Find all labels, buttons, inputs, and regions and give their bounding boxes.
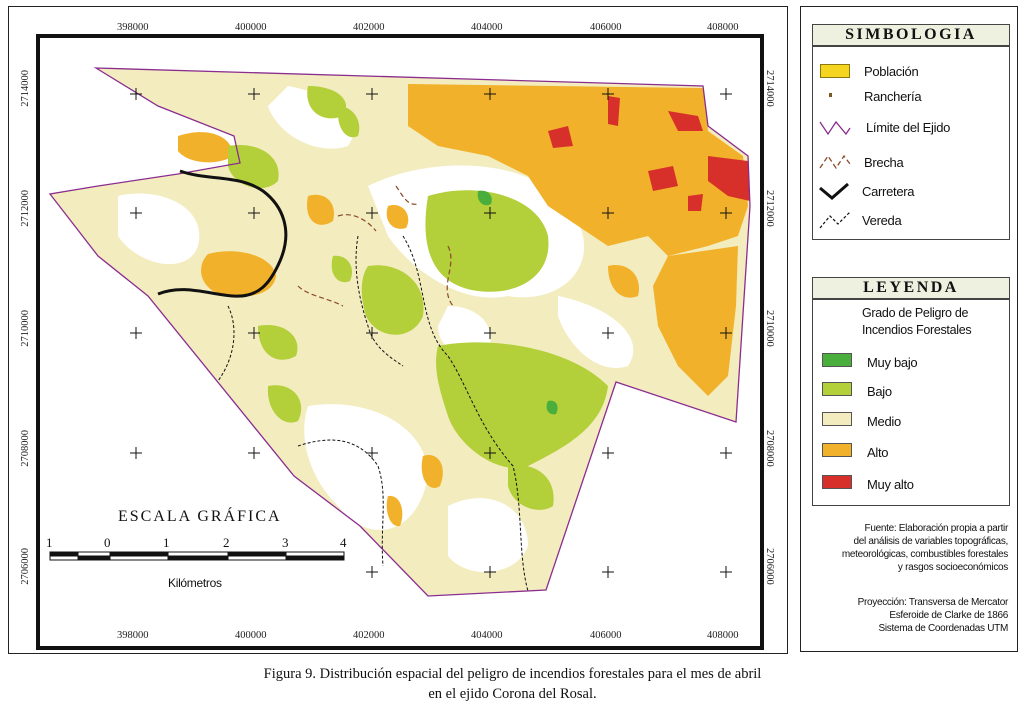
figure-caption: en el ejido Corona del Rosal. [428, 686, 597, 702]
rancheria-icon [829, 93, 832, 97]
alto-areas [178, 84, 748, 527]
source-line: del análisis de variables topográficas, [853, 536, 1008, 547]
simbologia-title: SIMBOLOGIA [812, 24, 1010, 46]
scale-number: 0 [104, 535, 111, 550]
simbologia-label: Población [864, 64, 919, 79]
vereda-icon [819, 211, 851, 229]
x-coord-top: 398000 [117, 22, 149, 33]
vereda-trails [217, 235, 529, 592]
muy-bajo-swatch [822, 353, 852, 367]
leyenda-class-label: Muy bajo [867, 355, 918, 370]
limite-ejido-icon [819, 120, 851, 136]
bajo-swatch [822, 382, 852, 396]
y-coord-left: 2706000 [20, 548, 31, 585]
y-coord-right: 2708000 [764, 430, 775, 467]
x-coord-top: 408000 [707, 22, 739, 33]
brecha-tracks [297, 185, 454, 307]
figure-caption: Figura 9. Distribución espacial del peli… [263, 666, 762, 682]
scale-title: ESCALA GRÁFICA [118, 508, 282, 525]
simbologia-label: Brecha [864, 155, 904, 170]
leyenda-subtitle: Incendios Forestales [862, 323, 972, 337]
simbologia-label: Límite del Ejido [866, 120, 951, 135]
scale-unit-label: Kilómetros [168, 576, 222, 590]
projection-note: Proyección: Transversa de Mercator Esfer… [808, 596, 1009, 635]
leyenda-title: LEYENDA [812, 277, 1010, 299]
muy-alto-areas [548, 96, 750, 211]
x-coord-top: 406000 [590, 22, 622, 33]
scale-number: 4 [340, 535, 347, 550]
legend-outer-frame [800, 6, 1018, 652]
scale-number: 1 [163, 535, 170, 550]
source-note: Fuente: Elaboración propia a partir del … [808, 522, 1008, 574]
y-coord-right: 2706000 [764, 548, 775, 585]
leyenda-class-label: Muy alto [867, 477, 914, 492]
bajo-areas [228, 86, 608, 510]
scale-number: 2 [223, 535, 230, 550]
muy-alto-swatch [822, 475, 852, 489]
simbologia-panel [812, 46, 1010, 240]
source-line: meteorológicas, combustibles forestales [841, 549, 1008, 560]
map-outer-frame [8, 6, 788, 654]
projection-line: Sistema de Coordenadas UTM [878, 623, 1009, 634]
leyenda-subtitle: Grado de Peligro de [862, 306, 969, 320]
source-line: Fuente: Elaboración propia a partir [864, 523, 1009, 534]
x-coord-bottom: 400000 [235, 630, 267, 641]
x-coord-top: 400000 [235, 22, 267, 33]
y-coord-right: 2712000 [764, 190, 775, 227]
simbologia-label: Carretera [862, 184, 915, 199]
simbologia-label: Ranchería [864, 89, 922, 104]
scale-number: 1 [46, 535, 53, 550]
y-coord-left: 2712000 [20, 190, 31, 227]
scale-bar [49, 551, 345, 561]
x-coord-bottom: 398000 [117, 630, 149, 641]
x-coord-top: 404000 [471, 22, 503, 33]
leyenda-panel [812, 299, 1010, 506]
muy-bajo-areas [477, 190, 558, 415]
x-coord-bottom: 404000 [471, 630, 503, 641]
x-coord-bottom: 408000 [707, 630, 739, 641]
map-canvas [36, 34, 764, 650]
ejido-boundary [48, 67, 751, 597]
projection-line: Proyección: Transversa de Mercator [857, 597, 1009, 608]
carretera-icon [819, 182, 849, 200]
poblacion-icon [820, 64, 850, 78]
x-coord-bottom: 402000 [353, 630, 385, 641]
x-coord-top: 402000 [353, 22, 385, 33]
projection-line: Esferoide de Clarke de 1866 [889, 610, 1008, 621]
y-coord-left: 2710000 [20, 310, 31, 347]
y-coord-right: 2710000 [764, 310, 775, 347]
brecha-icon [819, 154, 851, 170]
leyenda-class-label: Medio [867, 414, 901, 429]
simbologia-label: Vereda [862, 213, 902, 228]
carretera-road [157, 169, 288, 298]
leyenda-class-label: Bajo [867, 384, 892, 399]
scale-number: 3 [282, 535, 289, 550]
grid-crosses [130, 88, 732, 578]
y-coord-left: 2714000 [20, 70, 31, 107]
medio-swatch [822, 412, 852, 426]
alto-swatch [822, 443, 852, 457]
leyenda-class-label: Alto [867, 445, 889, 460]
y-coord-left: 2708000 [20, 430, 31, 467]
x-coord-bottom: 406000 [590, 630, 622, 641]
source-line: y rasgos socioeconómicos [897, 562, 1008, 573]
y-coord-right: 2714000 [764, 70, 775, 107]
